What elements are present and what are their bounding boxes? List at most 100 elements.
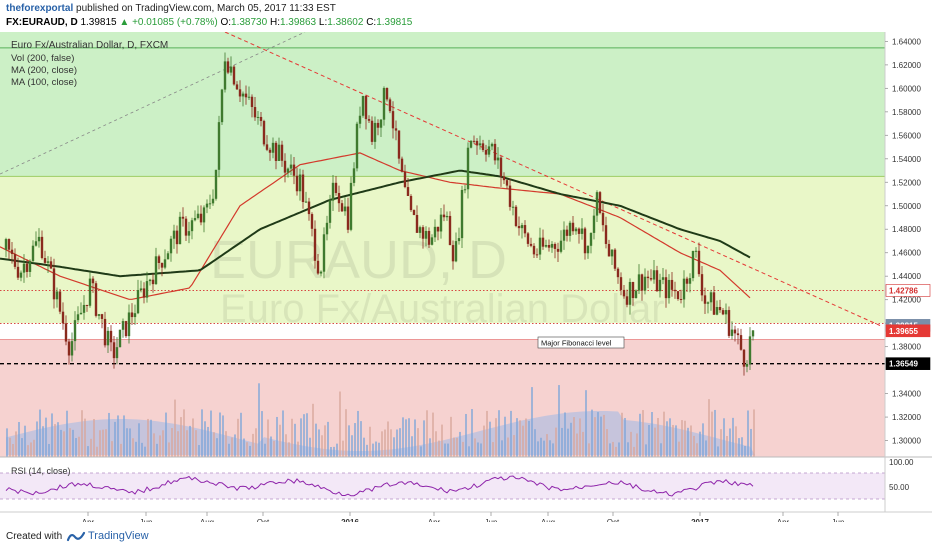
price-axis[interactable]: 1.64000 1.62000 1.60000 1.58000 1.56000 1.540… xyxy=(885,37,921,446)
candle-body xyxy=(454,241,458,262)
volume-bar xyxy=(732,417,734,457)
volume-bar xyxy=(417,428,419,457)
chart-canvas[interactable]: EURAUD, D Euro Fx/Australian Dollar Majo… xyxy=(0,32,932,522)
candle-body xyxy=(112,342,116,359)
volume-bar xyxy=(576,433,578,457)
candle-body xyxy=(391,111,395,129)
volume-bar xyxy=(639,413,641,457)
volume-bar xyxy=(213,432,215,457)
volume-bar xyxy=(222,415,224,457)
price-tick-label: 1.42000 xyxy=(892,296,921,305)
footer: Created with TradingView xyxy=(0,522,932,550)
volume-bar xyxy=(327,421,329,457)
volume-bar xyxy=(441,424,443,457)
candle-body xyxy=(355,123,359,169)
volume-bar xyxy=(468,446,470,457)
candle-body xyxy=(175,230,179,245)
candle-body xyxy=(673,289,677,292)
volume-bar xyxy=(69,428,71,457)
volume-bar xyxy=(540,437,542,457)
volume-bar xyxy=(459,431,461,457)
volume-bar xyxy=(555,427,557,457)
candle-body xyxy=(526,233,530,244)
candle-body xyxy=(481,143,485,151)
candle-body xyxy=(562,229,566,241)
candle-body xyxy=(604,225,608,244)
volume-bar xyxy=(198,445,200,457)
rsi-band xyxy=(0,473,885,499)
high-label: H: xyxy=(269,17,280,28)
candle-body xyxy=(205,203,209,208)
candle-body xyxy=(28,260,32,272)
price-candles xyxy=(4,52,755,376)
volume-bar xyxy=(660,443,662,457)
volume-bar xyxy=(438,440,440,457)
candle-body xyxy=(157,256,161,264)
volume-bar xyxy=(336,443,338,457)
tradingview-link[interactable]: TradingView xyxy=(88,530,149,542)
candle-body xyxy=(280,144,284,161)
candle-body xyxy=(160,263,164,268)
time-axis[interactable]: Apr Jun Aug Oct 2016 Apr Jun Aug Oct 2017 Apr Jun xyxy=(82,512,845,522)
candle-body xyxy=(43,258,47,263)
candle-body xyxy=(748,336,752,364)
volume-bar xyxy=(498,410,500,457)
volume-bar xyxy=(144,446,146,457)
volume-bar xyxy=(657,417,659,457)
time-tick-label: Jun xyxy=(832,518,845,522)
volume-bar xyxy=(114,421,116,457)
candle-body xyxy=(226,61,230,73)
volume-bar xyxy=(618,442,620,457)
candle-body xyxy=(88,278,92,306)
author-link[interactable]: theforexportal xyxy=(6,3,74,14)
volume-bar xyxy=(99,430,101,457)
volume-bar xyxy=(624,417,626,457)
candle-body xyxy=(406,187,410,196)
candle-body xyxy=(520,225,524,229)
candle-body xyxy=(724,310,728,315)
volume-bar xyxy=(282,410,284,457)
candle-body xyxy=(475,140,479,146)
price-tick-label: 1.64000 xyxy=(892,37,921,46)
candle-body xyxy=(130,312,134,318)
candle-body xyxy=(85,304,89,306)
volume-bar xyxy=(471,409,473,457)
candle-body xyxy=(571,222,575,232)
open-value: 1.38730 xyxy=(231,17,268,28)
candle-body xyxy=(616,268,620,278)
fibonacci-annotation: Major Fibonacci level xyxy=(537,336,625,349)
volume-bar xyxy=(210,410,212,457)
volume-bar xyxy=(447,443,449,457)
volume-bar xyxy=(174,399,176,457)
candle-body xyxy=(52,268,56,300)
candle-body xyxy=(379,119,383,128)
candle-body xyxy=(661,277,665,280)
candle-body xyxy=(352,168,356,183)
candle-body xyxy=(127,312,131,337)
ma100-line xyxy=(0,152,751,300)
candle-body xyxy=(586,245,590,254)
volume-bar xyxy=(201,409,203,457)
price-tick-label: 1.62000 xyxy=(892,61,921,70)
volume-bar xyxy=(708,399,710,457)
candle-body xyxy=(148,279,152,282)
candle-body xyxy=(487,146,491,155)
volume-bar xyxy=(21,438,23,457)
publisher-line: theforexportal published on TradingView.… xyxy=(6,3,336,14)
candle-body xyxy=(592,215,596,233)
candle-body xyxy=(655,270,659,292)
volume-bar xyxy=(585,390,587,457)
candle-body xyxy=(580,228,584,234)
candle-body xyxy=(151,279,155,285)
volume-bar xyxy=(741,437,743,457)
price-tick-label: 1.48000 xyxy=(892,225,921,234)
volume-bar xyxy=(27,445,29,457)
volume-bar xyxy=(564,412,566,457)
candle-body xyxy=(25,263,29,272)
volume-bar xyxy=(537,441,539,457)
candle-body xyxy=(742,349,746,367)
candle-body xyxy=(133,313,137,318)
volume-bar xyxy=(345,409,347,457)
candle-body xyxy=(292,164,296,176)
volume-bar xyxy=(651,412,653,457)
